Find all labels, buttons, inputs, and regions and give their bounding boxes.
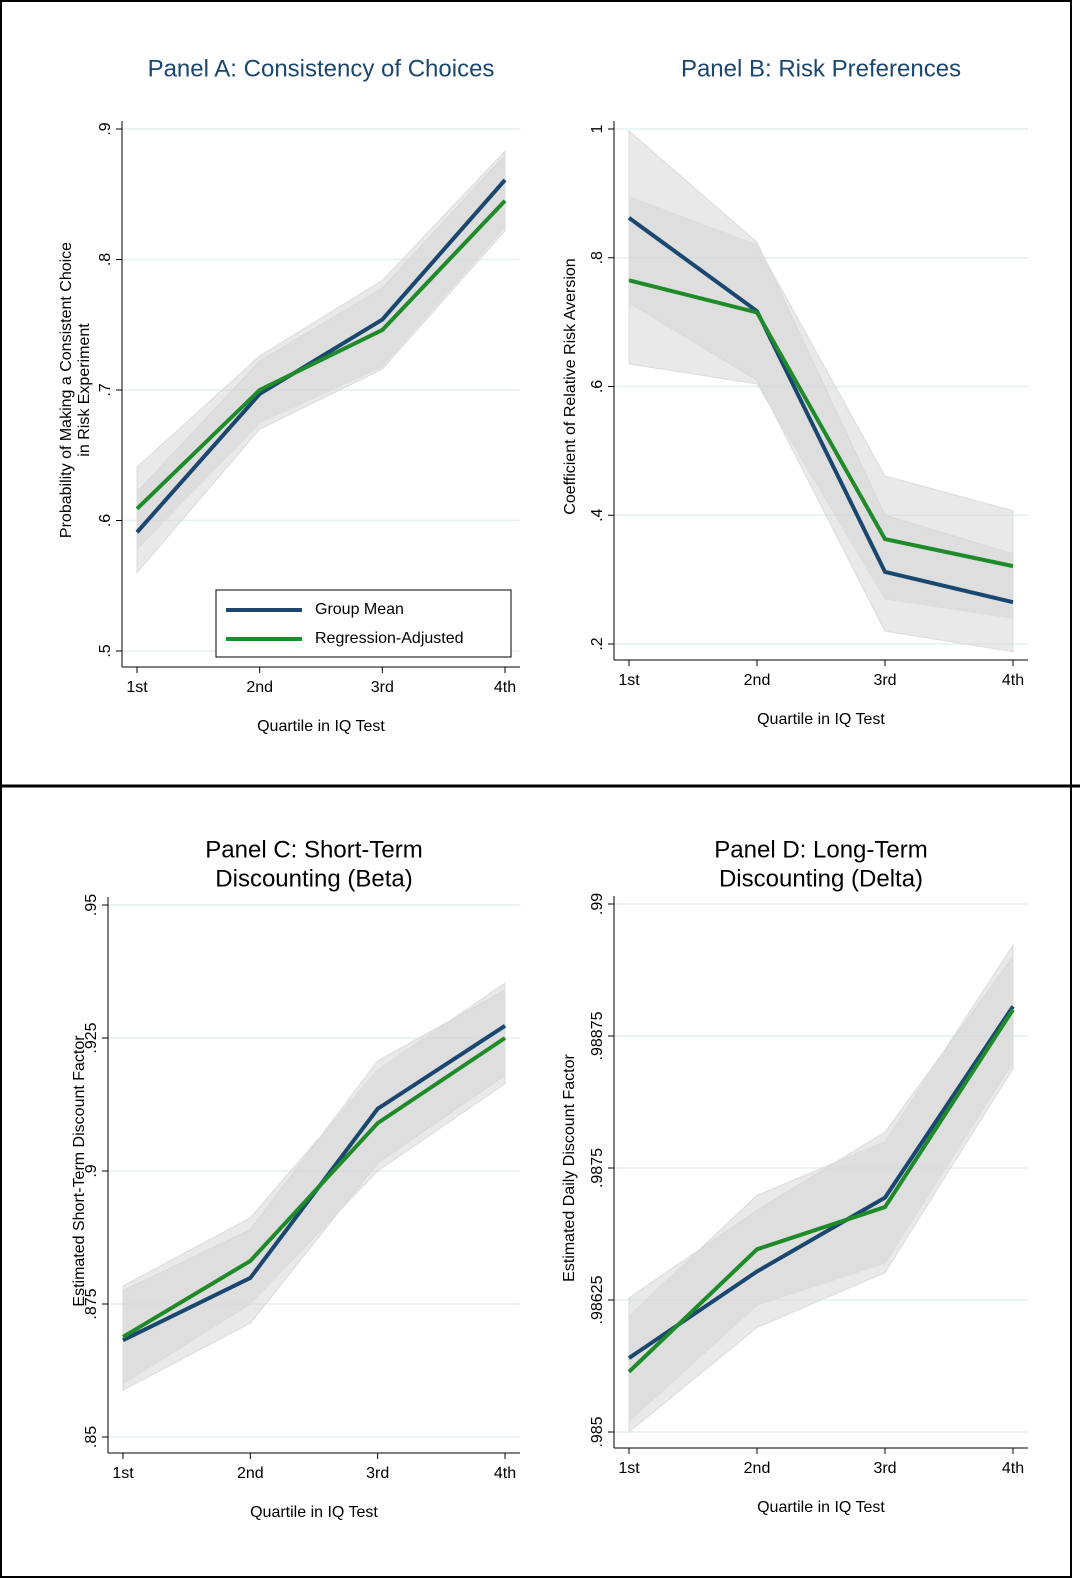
y-tick-label: .95 (83, 894, 100, 916)
y-tick-label: .985 (589, 1416, 606, 1447)
y-tick-label: .8 (97, 253, 114, 266)
x-tick-label: 1st (126, 679, 148, 696)
series-line (135, 178, 507, 534)
x-tick-label: 3rd (366, 1465, 389, 1482)
x-tick-label: 3rd (873, 1460, 896, 1477)
x-tick-label: 4th (494, 679, 516, 696)
y-tick-label: .925 (83, 1022, 100, 1053)
x-tick-label: 3rd (371, 679, 394, 696)
confidence-band (628, 943, 1014, 1423)
x-axis-title: Quartile in IQ Test (250, 1504, 378, 1521)
x-axis-title: Quartile in IQ Test (757, 1499, 885, 1516)
series-line (627, 1008, 1015, 1374)
x-tick-label: 3rd (873, 672, 896, 689)
y-tick-label: .4 (589, 508, 606, 521)
x-tick-label: 1st (112, 1465, 134, 1482)
x-tick-label: 4th (1002, 672, 1024, 689)
y-axis-title: Probability of Making a Consistent Choic… (58, 242, 75, 538)
x-axis-title: Quartile in IQ Test (257, 718, 385, 735)
confidence-band (628, 195, 1014, 619)
panel-title: Panel B: Risk Preferences (681, 55, 961, 82)
y-tick-label: .7 (97, 383, 114, 396)
x-axis-title: Quartile in IQ Test (757, 711, 885, 728)
x-tick-label: 1st (618, 1460, 640, 1477)
y-axis-title: Estimated Daily Discount Factor (561, 1054, 578, 1282)
y-tick-label: .9875 (589, 1148, 606, 1188)
series-line (121, 1036, 507, 1339)
confidence-band (122, 982, 506, 1385)
panel-title: Panel A: Consistency of Choices (148, 55, 495, 82)
panel-title: Discounting (Delta) (719, 865, 923, 892)
y-tick-label: .98625 (589, 1275, 606, 1324)
y-axis-title: Coefficient of Relative Risk Aversion (562, 258, 579, 514)
y-tick-label: .8 (589, 251, 606, 264)
y-tick-label: .98875 (589, 1011, 606, 1060)
y-axis-title: in Risk Experiment (76, 323, 93, 457)
y-tick-label: .2 (589, 637, 606, 650)
panel-title: Panel C: Short-Term (205, 836, 422, 863)
y-tick-label: .6 (97, 514, 114, 527)
legend-label: Group Mean (315, 601, 404, 618)
x-tick-label: 2nd (744, 1460, 771, 1477)
y-tick-label: .6 (589, 380, 606, 393)
series-line (135, 199, 507, 511)
x-tick-label: 2nd (744, 672, 771, 689)
panel-title: Panel D: Long-Term (714, 836, 927, 863)
x-tick-label: 4th (494, 1465, 516, 1482)
panel-title: Discounting (Beta) (215, 865, 412, 892)
y-tick-label: 1 (589, 124, 606, 133)
series-line (627, 216, 1014, 605)
series-line (628, 278, 1014, 569)
y-tick-label: .85 (83, 1426, 100, 1448)
confidence-band (136, 149, 506, 551)
y-tick-label: .99 (589, 893, 606, 915)
y-tick-label: .9 (97, 122, 114, 135)
x-tick-label: 4th (1002, 1460, 1024, 1477)
y-tick-label: .9 (83, 1164, 100, 1177)
y-tick-label: .875 (83, 1288, 100, 1319)
x-tick-label: 1st (618, 672, 640, 689)
x-tick-label: 2nd (237, 1465, 264, 1482)
series-line (627, 1005, 1015, 1360)
legend-label: Regression-Adjusted (315, 630, 464, 647)
y-axis-title: Estimated Short-Term Discount Factor (71, 1035, 88, 1307)
legend-box (215, 589, 512, 658)
y-tick-label: .5 (97, 644, 114, 657)
x-tick-label: 2nd (246, 679, 273, 696)
